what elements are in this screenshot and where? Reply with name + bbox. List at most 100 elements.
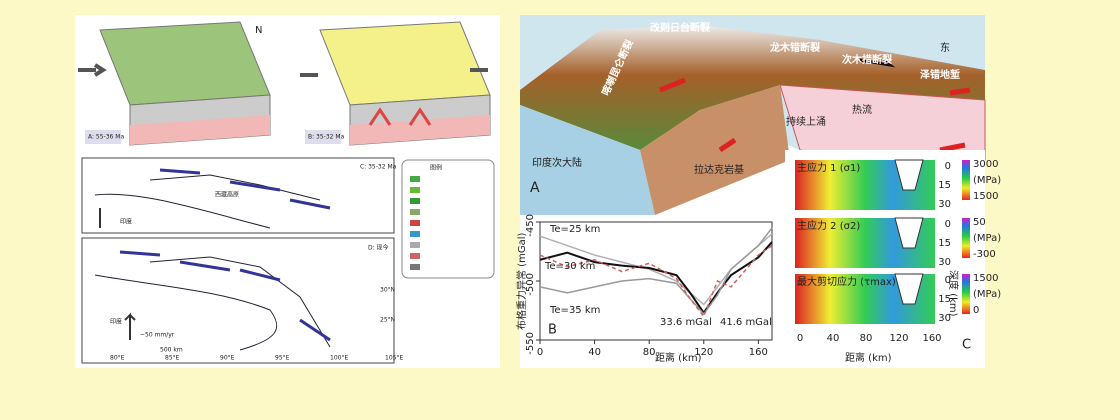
depth-tick: 30: [938, 199, 951, 210]
lon-tick: 105°E: [385, 355, 403, 362]
annotation: 41.6 mGal: [720, 317, 772, 328]
legend-symbol: [410, 209, 420, 215]
line: [539, 227, 773, 316]
label: 印度: [110, 318, 122, 326]
map-c-faults: [159, 168, 331, 210]
panel-letter: C: [962, 338, 971, 353]
legend-symbol: [410, 198, 420, 204]
block-b-mantle: [350, 115, 490, 145]
x-tick-label: 160: [749, 347, 768, 358]
label: N: [255, 25, 262, 36]
colorbar-label: 1500: [973, 273, 998, 284]
depth-tick: 15: [938, 180, 951, 191]
depth-tick: 0: [945, 161, 951, 172]
series-label: Te=35 km: [549, 305, 600, 316]
depth-tick: 15: [938, 238, 951, 249]
root: [894, 273, 924, 305]
arrow: [99, 208, 136, 340]
legend-symbol: [410, 187, 420, 193]
colorbar: [962, 218, 970, 258]
depth-tick: 15: [938, 294, 951, 305]
label: A: 55-36 Ma: [88, 134, 124, 141]
east-arrow: [859, 58, 896, 68]
lon-tick: 80°E: [110, 355, 125, 362]
annotation: 33.6 mGal: [660, 317, 712, 328]
map-c-lines: [94, 174, 321, 229]
series-label: Te=30 km: [544, 261, 595, 272]
legend-symbol: [410, 264, 420, 270]
depth-tick: 0: [945, 219, 951, 230]
ladakh-face: [640, 85, 790, 215]
x-tick-label: 0: [537, 347, 543, 358]
root: [894, 217, 924, 249]
x-tick-label: 160: [922, 333, 941, 344]
legend-box: [401, 159, 495, 279]
label: 次木措断裂: [842, 53, 892, 66]
magma: [368, 107, 432, 126]
arrows: [78, 63, 488, 77]
label: C: 35-32 Ma: [360, 164, 397, 171]
legend-title: 图例: [430, 164, 442, 172]
label: 改则日台断裂: [650, 21, 710, 34]
label: 东: [940, 41, 950, 54]
lon-tick: 95°E: [275, 355, 290, 362]
colorbar: [962, 160, 970, 200]
red-arrows: [659, 77, 971, 153]
label: D: 现今: [368, 244, 389, 252]
legend-symbol: [410, 231, 420, 237]
map-d: [81, 237, 395, 364]
colorbar-label: 3000: [973, 159, 998, 170]
label: 印度: [120, 218, 132, 226]
lon-tick: 100°E: [330, 355, 348, 362]
lon-tick: 85°E: [165, 355, 180, 362]
label: 西藏高原: [215, 191, 239, 199]
colorbar-label: -300: [973, 249, 996, 260]
colorbar: [962, 274, 970, 314]
y-tick-label: -550: [525, 332, 536, 355]
map-d-lines: [94, 256, 331, 351]
x-tick-label: 0: [797, 333, 803, 344]
lat-tick: 25°N: [380, 317, 395, 324]
x-axis-label: 距离 (km): [655, 351, 702, 364]
line: [539, 241, 773, 315]
plot-label: 主应力 2 (σ2): [797, 219, 860, 232]
label-box: [85, 130, 121, 144]
depth-tick: 0: [945, 275, 951, 286]
label: 拉达克岩基: [694, 163, 744, 176]
block-b-top: [319, 21, 491, 106]
root: [894, 159, 924, 191]
y-axis-label: 布格重力异常 (mGal): [515, 233, 528, 330]
depth-tick: 30: [938, 313, 951, 324]
label-box: [305, 130, 341, 144]
label: 印度次大陆: [532, 156, 582, 169]
colorbar-label: (MPa): [973, 233, 1001, 244]
x-tick-label: 40: [827, 333, 840, 344]
label: 持续上涌: [786, 115, 826, 128]
depth-tick: 30: [938, 257, 951, 268]
x-tick-label: 80: [860, 333, 873, 344]
legend-symbol: [410, 253, 420, 259]
label: 龙木错断裂: [769, 41, 820, 54]
y-tick-label: -500: [525, 273, 536, 296]
colorbar-label: (MPa): [973, 289, 1001, 300]
legend-symbol: [410, 242, 420, 248]
india-face: [520, 105, 655, 215]
lon-tick: 90°E: [220, 355, 235, 362]
panel-letter: B: [548, 323, 557, 338]
line: [539, 244, 773, 318]
panel-letter: A: [530, 180, 540, 196]
series-label: Te=25 km: [549, 224, 600, 235]
x-tick-label: 120: [889, 333, 908, 344]
map-d-faults: [119, 250, 331, 342]
lat-tick: 30°N: [380, 287, 395, 294]
label: 500 km: [160, 347, 183, 354]
legend-symbol: [410, 176, 420, 182]
x-axis-label: 距离 (km): [845, 351, 892, 364]
label: 泽错地堑: [920, 68, 960, 81]
label: 热流: [852, 103, 872, 116]
legend-symbol: [410, 220, 420, 226]
plot-label: 最大剪切应力 (τmax): [797, 275, 896, 288]
plot-label: 主应力 1 (σ1): [797, 161, 860, 174]
